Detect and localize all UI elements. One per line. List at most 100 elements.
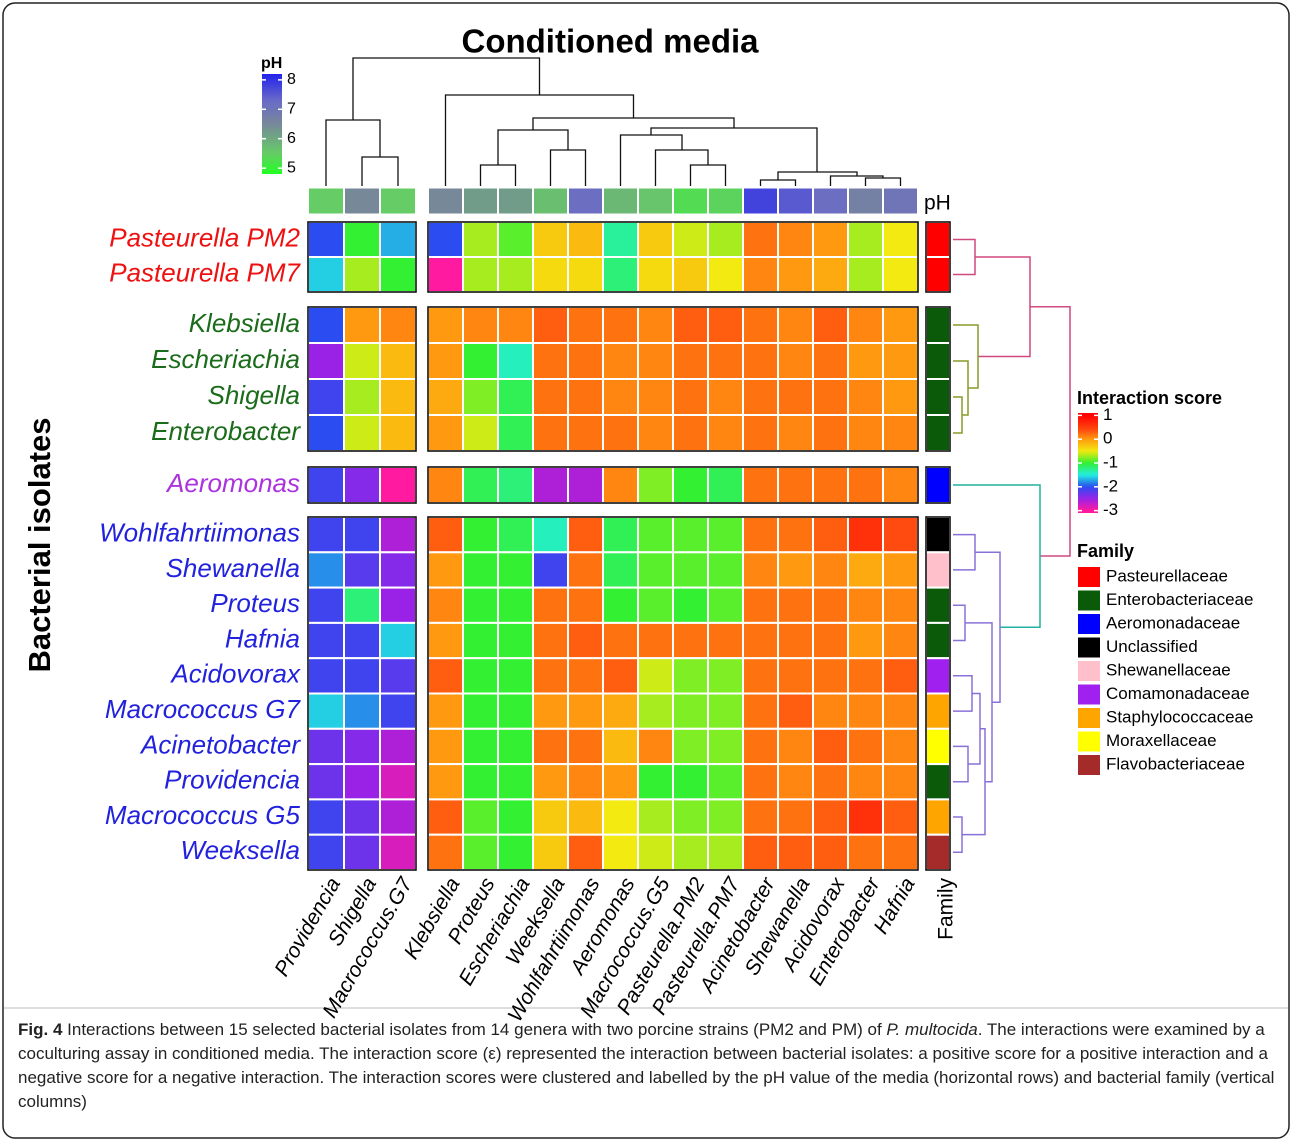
heatmap-cell: [427, 657, 464, 695]
row-label: Macrococcus G5: [105, 800, 301, 830]
heatmap-cell: [427, 798, 464, 836]
heatmap-cell: [602, 833, 639, 872]
heatmap-cell: [707, 586, 744, 624]
legend-label: Pasteurellaceae: [1106, 566, 1228, 585]
heatmap-cell: [427, 466, 464, 504]
heatmap-cell: [637, 586, 674, 624]
block-border: [925, 221, 951, 293]
colorbar-tick-label: -1: [1103, 452, 1118, 471]
block-border: [427, 466, 919, 504]
ph-cell: [639, 188, 672, 214]
heatmap-cell: [742, 551, 779, 589]
heatmap-cell: [672, 516, 709, 554]
family-cell: [925, 763, 951, 801]
heatmap-cell: [532, 551, 569, 589]
heatmap-cell: [812, 586, 849, 624]
heatmap-cell: [379, 727, 417, 766]
block-border: [427, 516, 919, 871]
heatmap-cell: [567, 833, 604, 872]
heatmap-cell: [672, 221, 709, 258]
heatmap-cell: [427, 256, 464, 293]
legend-swatch: [1078, 731, 1100, 752]
heatmap-cell: [379, 586, 417, 624]
heatmap-cell: [567, 727, 604, 766]
heatmap-cell: [343, 833, 381, 872]
heatmap-cell: [532, 833, 569, 872]
heatmap-cell: [812, 378, 849, 416]
heatmap-cell: [812, 727, 849, 766]
heatmap-cell: [672, 586, 709, 624]
row-label: Enterobacter: [151, 416, 301, 446]
heatmap-cell: [672, 763, 709, 801]
heatmap-cell: [497, 516, 534, 554]
heatmap-cell: [672, 727, 709, 766]
ph-cell: [814, 188, 847, 214]
heatmap-cell: [307, 414, 345, 452]
heatmap-cell: [497, 657, 534, 695]
heatmap-cell: [343, 414, 381, 452]
heatmap-cell: [777, 657, 814, 695]
heatmap-cell: [882, 342, 919, 380]
heatmap-cell: [379, 516, 417, 554]
heatmap-cell: [882, 833, 919, 872]
dendrogram-branch: [479, 129, 587, 186]
heatmap-cell: [707, 727, 744, 766]
heatmap-cell: [812, 221, 849, 258]
colorbar: [1078, 413, 1098, 513]
heatmap-cell: [343, 586, 381, 624]
heatmap-cell: [742, 763, 779, 801]
colorbar-tick-label: -3: [1103, 500, 1118, 519]
dendrogram-branch: [619, 134, 727, 186]
heatmap-cell: [882, 727, 919, 766]
heatmap-cell: [602, 306, 639, 344]
heatmap-cell: [379, 798, 417, 836]
heatmap-cell: [567, 516, 604, 554]
heatmap-cell: [847, 621, 884, 660]
block-border: [307, 306, 417, 452]
block-border: [427, 221, 919, 293]
legend-swatch: [1078, 755, 1100, 775]
heatmap-cell: [497, 466, 534, 504]
legend-swatch: [1078, 661, 1100, 681]
heatmap-cell: [847, 586, 884, 624]
heatmap-cell: [427, 342, 464, 380]
family-cell: [925, 586, 951, 624]
heatmap-cell: [379, 414, 417, 452]
colorbar-tick-label: 1: [1103, 405, 1112, 424]
legend-swatch: [1078, 637, 1100, 658]
heatmap-cell: [602, 798, 639, 836]
family-cell: [925, 516, 951, 554]
heatmap-cell: [812, 551, 849, 589]
ph-row-label: pH: [924, 192, 951, 215]
ph-cell: [464, 188, 497, 214]
heatmap-cell: [307, 833, 345, 872]
block-border: [307, 466, 417, 504]
column-dendrogram: [325, 57, 902, 186]
heatmap-cell: [707, 466, 744, 504]
heatmap-cell: [812, 414, 849, 452]
heatmap-cell: [307, 551, 345, 589]
legend-label: Comamonadaceae: [1106, 684, 1250, 703]
ph-cell: [709, 188, 742, 214]
heatmap-cell: [343, 516, 381, 554]
heatmap-cell: [379, 466, 417, 504]
heatmap-cell: [637, 306, 674, 344]
heatmap-cell: [707, 551, 744, 589]
family-cell: [925, 466, 951, 504]
heatmap-cell: [567, 657, 604, 695]
heatmap-cell: [672, 798, 709, 836]
heatmap-cell: [567, 256, 604, 293]
heatmap-cell: [567, 621, 604, 660]
heatmap-cell: [847, 833, 884, 872]
heatmap-cell: [847, 798, 884, 836]
family-column-label: Family: [935, 878, 958, 940]
heatmap-cell: [847, 657, 884, 695]
dendrogram-branch: [953, 533, 1001, 854]
heatmap-cell: [307, 516, 345, 554]
legend-label: Moraxellaceae: [1106, 731, 1217, 750]
heatmap-cell: [777, 833, 814, 872]
ph-cell: [604, 188, 637, 214]
heatmap-cell: [532, 727, 569, 766]
heatmap-cell: [637, 727, 674, 766]
heatmap-cell: [812, 763, 849, 801]
